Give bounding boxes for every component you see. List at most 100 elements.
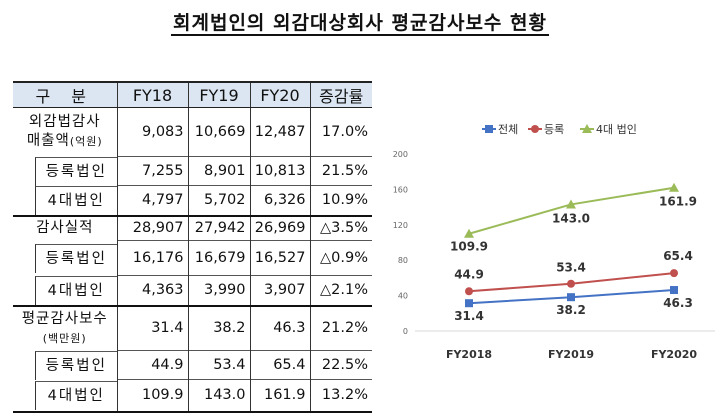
table-cell: 38.2 [187, 304, 250, 351]
legend-label: 전체 [498, 123, 518, 136]
row-label-text: 4대법인 [47, 192, 105, 209]
data-label: 65.4 [663, 249, 693, 263]
data-point-triangle [669, 182, 679, 192]
legend-label: 등록 [544, 123, 564, 136]
row-label-text: 등록법인 [45, 357, 107, 374]
row-label: 4대법인 [13, 275, 117, 306]
table-cell: 10.9% [309, 185, 372, 216]
table-cell: 46.3 [249, 304, 310, 351]
x-tick-label: FY2019 [548, 348, 594, 361]
header-cell: FY20 [249, 81, 310, 108]
table-row: 평균감사보수 (백만원) 31.4 38.2 46.3 21.2% [13, 304, 372, 351]
table-cell: 27,942 [187, 214, 250, 241]
data-point-square [465, 299, 473, 308]
unit-label: (백만원) [42, 331, 87, 345]
table-row: 감사실적 28,907 27,942 26,969 △3.5% [13, 214, 372, 241]
data-label: 38.2 [556, 303, 586, 317]
page-title: 회계법인의 외감대상회사 평균감사보수 현황 [171, 12, 549, 36]
series-line [468, 289, 675, 305]
y-tick-label: 120 [393, 221, 408, 230]
header-cell: 구 분 [13, 81, 117, 108]
table-header: 구 분 FY18 FY19 FY20 증감률 [13, 81, 372, 108]
table-cell: 17.0% [309, 107, 372, 157]
legend-label: 4대 법인 [596, 123, 637, 136]
series-line [468, 186, 675, 235]
audit-fee-table: 구 분 FY18 FY19 FY20 증감률 외감법감사 매출액(억원) 9,083… [13, 81, 372, 413]
row-label: 등록법인 [13, 350, 117, 380]
data-point-circle [465, 287, 473, 296]
row-label-text: 등록법인 [45, 163, 107, 180]
table-row: 4대법인 4,363 3,990 3,907 △2.1% [13, 275, 372, 306]
header-cell: FY19 [187, 81, 250, 108]
table-cell: 28,907 [116, 214, 188, 241]
table-cell: 10,813 [249, 156, 310, 186]
table-cell: △3.5% [309, 214, 372, 241]
unit-label: (억원) [69, 135, 103, 149]
header-cell: 증감률 [309, 81, 372, 108]
row-label: 등록법인 [13, 241, 117, 276]
table-cell: 44.9 [116, 350, 188, 380]
table-cell: 7,255 [116, 156, 188, 186]
data-point-square [670, 286, 678, 295]
table-cell: 3,990 [187, 275, 250, 306]
table-cell: 31.4 [116, 304, 188, 351]
table-cell: 3,907 [249, 275, 310, 306]
table-row: 외감법감사 매출액(억원) 9,083 10,669 12,487 17.0% [13, 107, 372, 157]
row-label: 등록법인 [13, 156, 117, 186]
table-cell: 4,363 [116, 275, 188, 306]
x-tick-label: FY2020 [651, 348, 697, 361]
table-row: 등록법인 44.9 53.4 65.4 22.5% [13, 350, 372, 380]
table-cell: △2.1% [309, 275, 372, 306]
y-tick-label: 200 [393, 150, 408, 159]
data-point-triangle [566, 199, 576, 209]
row-label-text: 4대법인 [47, 387, 105, 404]
legend-circle-icon [531, 125, 539, 133]
table-cell: 5,702 [187, 185, 250, 216]
data-label: 44.9 [454, 267, 484, 281]
row-label-text: 외감법감사 [28, 114, 101, 131]
table-cell: 21.5% [309, 156, 372, 186]
legend-square-icon [485, 125, 493, 133]
data-label: 161.9 [659, 195, 697, 209]
y-tick-label: 0 [403, 327, 408, 336]
table-cell: 16,679 [187, 240, 250, 276]
row-label-text: 평균감사보수 [21, 310, 108, 327]
row-label: 4대법인 [13, 185, 117, 216]
table-cell: 10,669 [187, 107, 250, 157]
table-cell: 12,487 [249, 107, 310, 157]
header-cell: FY18 [116, 81, 188, 108]
y-tick-label: 160 [393, 185, 408, 194]
data-label: 53.4 [556, 261, 586, 275]
data-label: 31.4 [454, 309, 484, 323]
table-row: 등록법인 7,255 8,901 10,813 21.5% [13, 156, 372, 186]
table-row: 등록법인 16,176 16,679 16,527 △0.9% [13, 240, 372, 276]
data-label: 46.3 [663, 296, 693, 310]
series-line [468, 272, 675, 293]
table-cell: 4,797 [116, 185, 188, 216]
data-point-circle [670, 269, 678, 278]
table-row: 4대법인 4,797 5,702 6,326 10.9% [13, 185, 372, 216]
table-cell: 65.4 [249, 350, 310, 380]
y-tick-label: 80 [398, 256, 408, 265]
data-point-square [567, 293, 575, 302]
row-label-text: 등록법인 [45, 250, 107, 267]
table-cell: 26,969 [249, 214, 310, 241]
table-cell: 6,326 [249, 185, 310, 216]
table-cell: 21.2% [309, 304, 372, 351]
data-label: 143.0 [552, 211, 590, 225]
row-label-text: 감사실적 [36, 220, 94, 236]
row-label-text: 매출액 [26, 133, 70, 150]
row-label: 평균감사보수 (백만원) [13, 304, 117, 351]
x-tick-label: FY2018 [446, 348, 492, 361]
row-label-text: 4대법인 [47, 282, 105, 299]
table-cell: 16,527 [249, 240, 310, 276]
row-label: 감사실적 [13, 214, 117, 241]
table-cell: 16,176 [116, 240, 188, 276]
data-point-circle [567, 279, 575, 288]
table-cell: 9,083 [116, 107, 188, 157]
table-cell: 8,901 [187, 156, 250, 186]
data-label: 109.9 [450, 240, 488, 254]
table-cell: 22.5% [309, 350, 372, 380]
y-tick-label: 40 [398, 292, 408, 301]
